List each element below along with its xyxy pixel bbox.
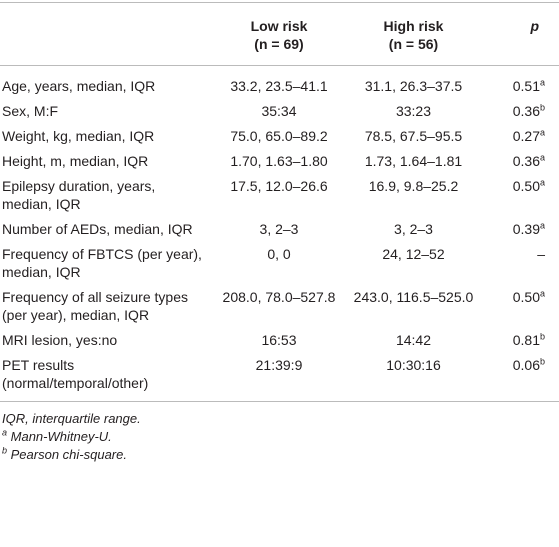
p-value: 0.27	[512, 128, 540, 144]
low-risk-value: 35:34	[261, 103, 297, 119]
column-header: High risk (n = 56)	[346, 3, 481, 66]
low-risk-value: 16:53	[261, 332, 297, 348]
column-title: p	[530, 18, 539, 34]
high-risk-value: 24, 12–52	[382, 246, 445, 262]
footnote: a Mann-Whitney-U.	[2, 428, 557, 446]
header-row: Low risk (n = 69) High risk (n = 56) p	[0, 2, 559, 66]
p-value-cell: 0.81b	[481, 328, 559, 353]
high-risk-value: 14:42	[395, 332, 432, 348]
footnote-mark: a	[539, 220, 545, 231]
p-value: 0.50	[512, 178, 540, 194]
table-row: Frequency of FBTCS (per year), median, I…	[0, 242, 559, 285]
high-risk-value: 16.9, 9.8–25.2	[368, 178, 459, 194]
table-row: Age, years, median, IQR 33.2, 23.5–41.1 31…	[0, 66, 559, 100]
row-label: Frequency of all seizure types (per year…	[2, 289, 188, 323]
footnote-mark: a	[539, 288, 545, 299]
footnote-mark: a	[539, 152, 545, 163]
table-row: Frequency of all seizure types (per year…	[0, 285, 559, 328]
row-label: MRI lesion, yes:no	[2, 332, 118, 348]
p-value-cell: 0.36a	[481, 149, 559, 174]
high-risk-value: 78.5, 67.5–95.5	[364, 128, 463, 144]
p-value-cell: 0.50a	[481, 174, 559, 217]
high-risk-value: 10:30:16	[386, 357, 441, 373]
row-label: Height, m, median, IQR	[2, 153, 149, 169]
low-risk-value: 1.70, 1.63–1.80	[230, 153, 328, 169]
footnote: b Pearson chi-square.	[2, 446, 557, 464]
column-header: p	[481, 3, 559, 66]
high-risk-value: 3, 2–3	[394, 221, 433, 237]
low-risk-value: 21:39:9	[255, 357, 303, 373]
table-row: Number of AEDs, median, IQR 3, 2–3 3, 2–3 0…	[0, 217, 559, 242]
table-row: Epilepsy duration, years, median, IQR 17.…	[0, 174, 559, 217]
p-value-cell: 0.27a	[481, 124, 559, 149]
footnote-mark: b	[539, 102, 545, 113]
p-value-cell: 0.51a	[481, 66, 559, 100]
p-value: 0.50	[512, 289, 540, 305]
column-title: Low risk	[250, 18, 308, 34]
row-label: Epilepsy duration, years, median, IQR	[2, 178, 156, 212]
p-value-cell: –	[481, 242, 559, 285]
low-risk-value: 17.5, 12.0–26.6	[230, 178, 328, 194]
footnote-mark: a	[2, 427, 8, 438]
low-risk-value: 3, 2–3	[259, 221, 299, 237]
row-label: Weight, kg, median, IQR	[2, 128, 155, 144]
p-value: 0.39	[512, 221, 540, 237]
footnote-mark: a	[539, 127, 545, 138]
high-risk-value: 31.1, 26.3–37.5	[364, 78, 463, 94]
low-risk-value: 33.2, 23.5–41.1	[230, 78, 328, 94]
table-body: Age, years, median, IQR 33.2, 23.5–41.1 31…	[0, 66, 559, 402]
column-title: High risk	[383, 18, 444, 34]
high-risk-value: 1.73, 1.64–1.81	[364, 153, 463, 169]
footnote-mark: b	[539, 331, 545, 342]
column-header: Low risk (n = 69)	[212, 3, 346, 66]
table-row: Weight, kg, median, IQR 75.0, 65.0–89.2 78…	[0, 124, 559, 149]
row-label: Sex, M:F	[2, 103, 59, 119]
footnote-text: IQR, interquartile range.	[2, 411, 141, 426]
low-risk-value: 75.0, 65.0–89.2	[230, 128, 328, 144]
table-header: Low risk (n = 69) High risk (n = 56) p	[0, 2, 559, 66]
footnote-mark: a	[539, 177, 545, 188]
footnote-mark: b	[2, 445, 8, 456]
p-value: 0.81	[512, 332, 540, 348]
table-row: PET results (normal/temporal/other) 21:39…	[0, 353, 559, 402]
p-value-cell: 0.50a	[481, 285, 559, 328]
p-value: –	[537, 246, 545, 262]
table-row: Sex, M:F 35:34 33:23 0.36b	[0, 99, 559, 124]
data-table: Low risk (n = 69) High risk (n = 56) p Age, …	[0, 2, 559, 402]
footnote-mark: b	[539, 356, 545, 367]
footnotes: IQR, interquartile range. a Mann-Whitney-…	[0, 402, 559, 472]
footnote: IQR, interquartile range.	[2, 410, 557, 428]
low-risk-value: 0, 0	[267, 246, 291, 262]
p-value: 0.36	[512, 103, 540, 119]
p-value: 0.06	[512, 357, 540, 373]
row-label: PET results (normal/temporal/other)	[2, 357, 149, 391]
header-cell	[0, 3, 212, 66]
row-label: Number of AEDs, median, IQR	[2, 221, 193, 237]
footnote-mark: a	[539, 77, 545, 88]
row-label: Frequency of FBTCS (per year), median, I…	[2, 246, 202, 280]
footnote-text: Mann-Whitney-U.	[10, 429, 112, 444]
column-subtitle: (n = 69)	[254, 36, 304, 52]
p-value: 0.51	[512, 78, 540, 94]
p-value-cell: 0.06b	[481, 353, 559, 402]
p-value: 0.36	[512, 153, 540, 169]
high-risk-value: 33:23	[395, 103, 432, 119]
table-row: MRI lesion, yes:no 16:53 14:42 0.81b	[0, 328, 559, 353]
high-risk-value: 243.0, 116.5–525.0	[353, 289, 474, 305]
table-row: Height, m, median, IQR 1.70, 1.63–1.80 1.7…	[0, 149, 559, 174]
column-subtitle: (n = 56)	[388, 36, 439, 52]
p-value-cell: 0.39a	[481, 217, 559, 242]
low-risk-value: 208.0, 78.0–527.8	[222, 289, 336, 305]
footnote-text: Pearson chi-square.	[10, 447, 127, 462]
p-value-cell: 0.36b	[481, 99, 559, 124]
row-label: Age, years, median, IQR	[2, 78, 156, 94]
